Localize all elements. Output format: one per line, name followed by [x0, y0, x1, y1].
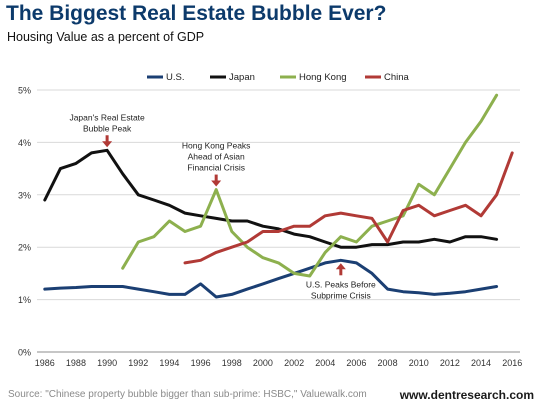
- x-tick-label: 2010: [409, 358, 429, 368]
- series-line: [121, 93, 499, 278]
- annotation-line: Japan's Real Estate: [69, 112, 145, 122]
- annotation-line: Hong Kong Peaks: [182, 141, 251, 151]
- annotation-line: Ahead of Asian: [188, 152, 245, 162]
- series-line: [43, 258, 499, 299]
- annotation-label: Japan's Real Estate Bubble Peak: [69, 112, 145, 133]
- chart-subtitle: Housing Value as a percent of GDP: [7, 30, 205, 44]
- x-tick-label: 1990: [97, 358, 117, 368]
- annotation-arrow-head: [211, 180, 222, 187]
- x-tick-label: 2006: [346, 358, 366, 368]
- y-tick-label: 4%: [18, 138, 31, 148]
- y-tick-label: 5%: [18, 86, 31, 96]
- y-tick-label: 3%: [18, 190, 31, 200]
- annotation-line: Financial Crisis: [187, 163, 245, 173]
- legend-label: China: [384, 72, 410, 83]
- x-tick-label: 2016: [502, 358, 522, 368]
- annotation-arrow-head: [102, 141, 113, 148]
- series-line: [183, 151, 514, 265]
- x-tick-label: 2000: [253, 358, 273, 368]
- x-tick-label: 1998: [222, 358, 242, 368]
- annotation-line: Subprime Crisis: [311, 290, 371, 300]
- y-tick-label: 1%: [18, 295, 31, 305]
- annotation-arrow-head: [335, 263, 346, 270]
- legend-label: Japan: [229, 72, 255, 83]
- x-tick-label: 1996: [191, 358, 211, 368]
- y-tick-label: 2%: [18, 243, 31, 253]
- annotation-label: Hong Kong Peaks Ahead of Asian Financial C…: [182, 141, 251, 173]
- legend-label: U.S.: [166, 72, 184, 83]
- annotation-label: U.S. Peaks Before Subprime Crisis: [306, 279, 376, 300]
- x-tick-label: 2004: [315, 358, 335, 368]
- source-note: Source: "Chinese property bubble bigger …: [8, 389, 367, 400]
- annotation-line: U.S. Peaks Before: [306, 279, 376, 289]
- x-tick-label: 1992: [128, 358, 148, 368]
- x-tick-label: 2002: [284, 358, 304, 368]
- x-tick-label: 2014: [471, 358, 491, 368]
- series-line: [43, 148, 499, 249]
- x-tick-label: 1988: [66, 358, 86, 368]
- x-tick-label: 2012: [440, 358, 460, 368]
- site-credit: www.dentresearch.com: [399, 388, 534, 402]
- legend-label: Hong Kong: [299, 72, 347, 83]
- x-tick-label: 1986: [35, 358, 55, 368]
- chart-title: The Biggest Real Estate Bubble Ever?: [6, 2, 387, 25]
- x-tick-label: 1994: [159, 358, 179, 368]
- y-tick-label: 0%: [18, 348, 31, 358]
- x-tick-label: 2008: [378, 358, 398, 368]
- annotation-line: Bubble Peak: [83, 123, 132, 133]
